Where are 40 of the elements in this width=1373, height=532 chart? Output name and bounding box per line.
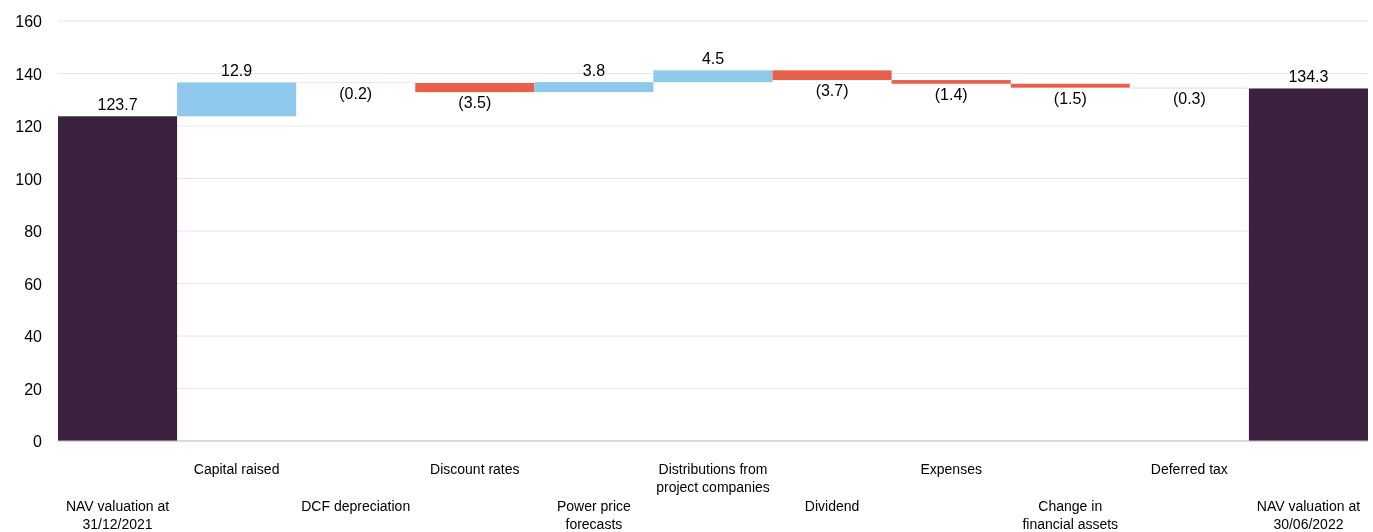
- x-tick-label: Capital raised: [193, 461, 280, 477]
- y-tick-label: 100: [15, 170, 43, 188]
- data-label: (1.4): [934, 85, 968, 103]
- x-tick-label: Deferred tax: [1150, 461, 1228, 477]
- y-tick-label: 20: [24, 380, 43, 398]
- y-tick-label: 0: [33, 433, 43, 450]
- x-tick-label: Power price forecasts: [556, 498, 632, 532]
- bar: [415, 82, 535, 93]
- x-tick-label: Distributions from project companies: [656, 461, 770, 495]
- y-tick-label: 160: [15, 13, 43, 30]
- x-tick-label: NAV valuation at 30/06/2022: [1256, 498, 1361, 532]
- x-tick-label: Dividend: [804, 498, 860, 514]
- y-tick-label: 40: [24, 328, 43, 345]
- bar: [1248, 88, 1368, 441]
- bar: [58, 116, 178, 441]
- x-tick-label: NAV valuation at 31/12/2021: [65, 498, 170, 532]
- data-label: 4.5: [701, 50, 725, 68]
- bar: [653, 70, 773, 83]
- bar: [534, 82, 654, 93]
- x-tick-label: DCF depreciation: [301, 498, 411, 514]
- bar: [772, 70, 892, 81]
- x-tick-label: Expenses: [920, 461, 982, 477]
- data-label: 12.9: [221, 62, 253, 80]
- data-label: (3.7): [815, 82, 849, 100]
- data-label: 134.3: [1288, 68, 1329, 86]
- data-label: 123.7: [97, 96, 138, 114]
- data-label: (3.5): [458, 94, 492, 112]
- bar: [1010, 83, 1130, 88]
- x-tick-label: Change in financial assets: [1022, 498, 1119, 532]
- bar: [177, 82, 297, 117]
- y-tick-label: 140: [15, 65, 43, 83]
- data-label: (0.2): [339, 84, 373, 102]
- data-label: (1.5): [1053, 89, 1087, 107]
- y-tick-label: 120: [15, 118, 43, 135]
- data-label: 3.8: [582, 62, 606, 80]
- y-tick-label: 60: [24, 275, 43, 293]
- bar: [891, 80, 1011, 84]
- data-label: (0.3): [1172, 90, 1206, 108]
- y-tick-label: 80: [24, 223, 43, 240]
- x-tick-label: Discount rates: [430, 461, 520, 477]
